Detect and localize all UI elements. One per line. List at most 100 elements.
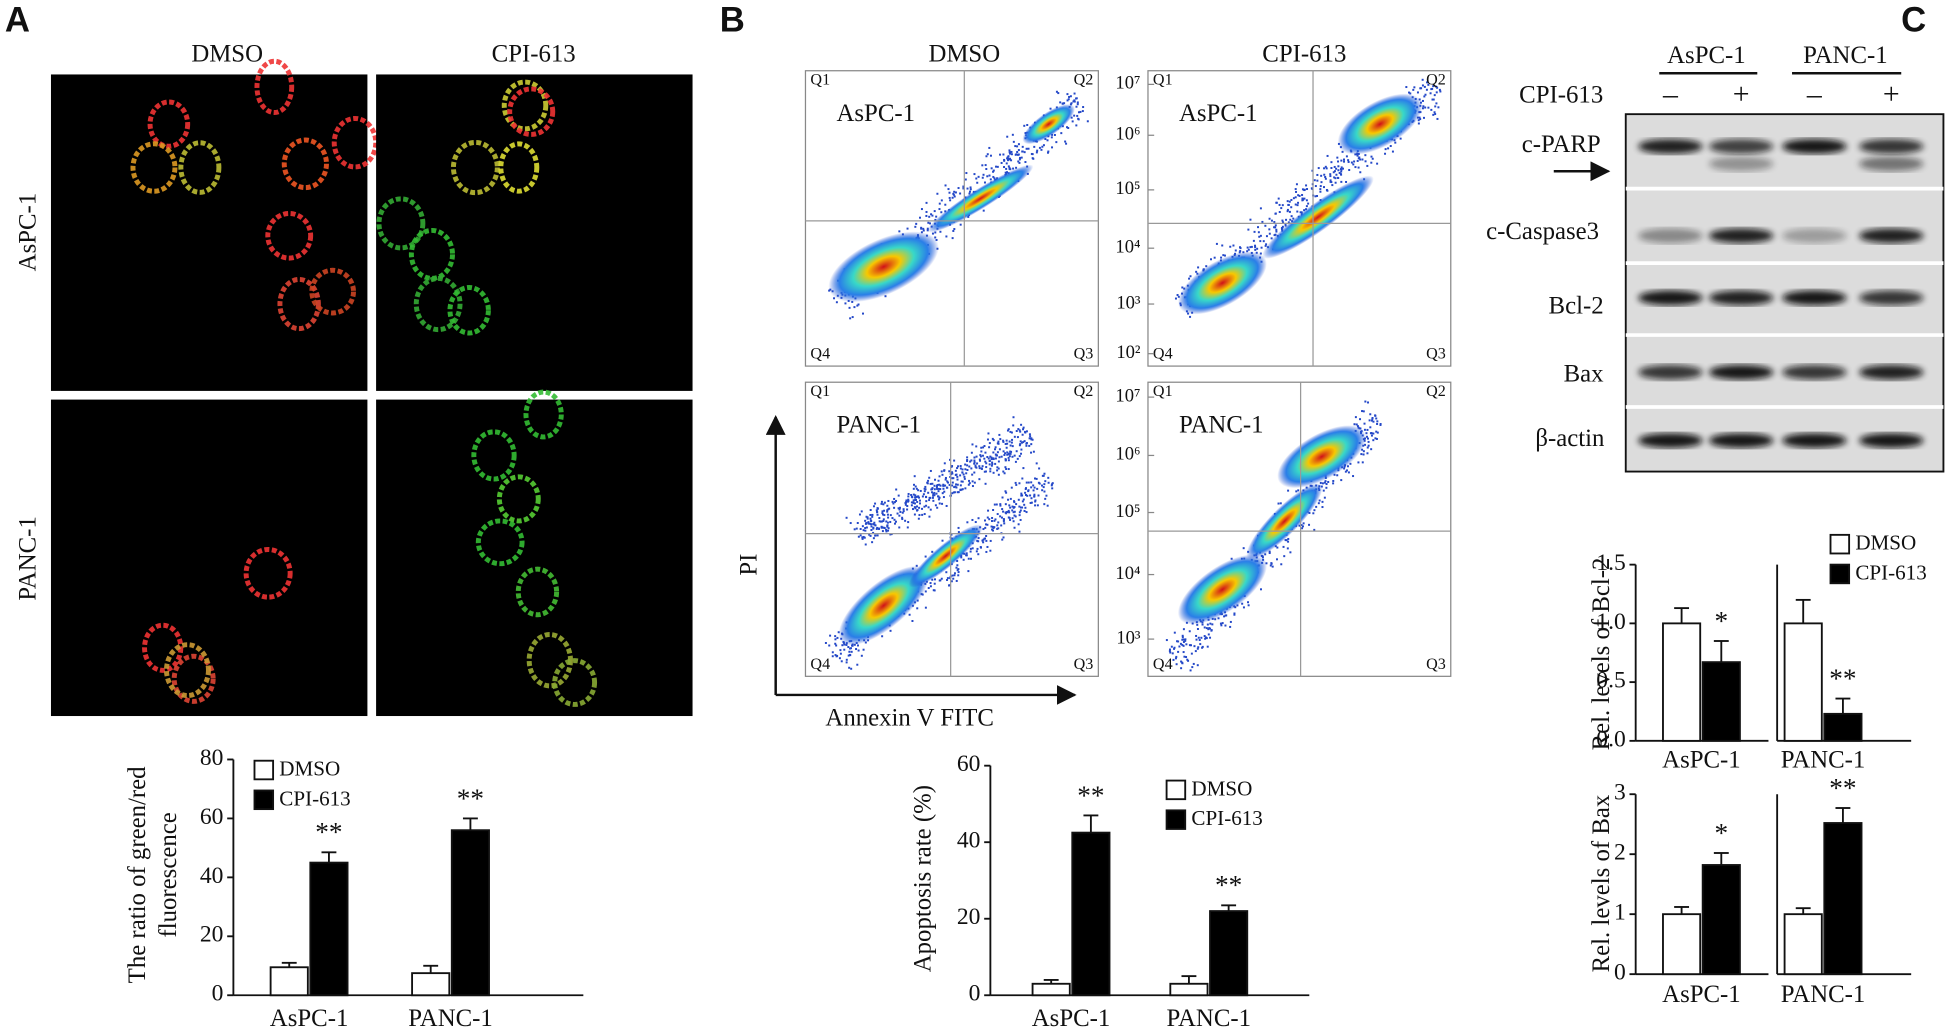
event-dot (1024, 493, 1027, 496)
event-dot (987, 432, 990, 435)
event-dot (1233, 612, 1236, 615)
event-dot (1021, 145, 1024, 148)
event-dot (1367, 401, 1370, 404)
event-dot (1439, 90, 1442, 93)
event-dot (1015, 483, 1018, 486)
event-dot (1319, 185, 1322, 188)
event-dot (1007, 509, 1010, 512)
event-dot (1369, 413, 1372, 416)
cell-line-label: PANC-1 (1179, 412, 1264, 439)
event-dot (1037, 494, 1040, 497)
event-dot (944, 484, 947, 487)
event-dot (1197, 266, 1200, 269)
event-dot (934, 478, 937, 481)
event-dot (996, 469, 999, 472)
event-dot (864, 527, 867, 530)
event-dot (878, 528, 881, 531)
event-dot (929, 482, 932, 485)
event-dot (1239, 250, 1242, 253)
event-dot (1321, 506, 1324, 509)
micrograph (50, 74, 368, 391)
event-dot (1002, 520, 1005, 523)
density-blob (1246, 483, 1323, 560)
event-dot (939, 488, 942, 491)
event-dot (1046, 151, 1049, 154)
event-dot (1030, 152, 1033, 155)
event-dot (1022, 498, 1025, 501)
x-tick-label: AsPC-1 (1662, 981, 1741, 1008)
event-dot (1359, 158, 1362, 161)
event-dot (1196, 647, 1199, 650)
event-dot (941, 539, 944, 542)
event-dot (1399, 137, 1402, 140)
density-blob (908, 524, 983, 588)
event-dot (1043, 483, 1046, 486)
bar (411, 972, 451, 997)
event-dot (1326, 154, 1329, 157)
band (1859, 433, 1924, 448)
event-dot (1005, 468, 1008, 471)
event-dot (1002, 440, 1005, 443)
event-dot (1347, 471, 1350, 474)
event-dot (1287, 540, 1290, 543)
event-dot (856, 521, 859, 524)
event-dot (891, 517, 894, 520)
event-dot (875, 528, 878, 530)
y-axis-label: fluorescence (155, 812, 182, 937)
event-dot (966, 464, 969, 467)
event-dot (992, 170, 995, 173)
event-dot (956, 475, 959, 478)
event-dot (829, 634, 832, 637)
event-dot (1435, 91, 1438, 94)
y-axis-label: The ratio of green/red (124, 766, 151, 983)
significance-mark: ** (1215, 870, 1242, 900)
event-dot (1274, 212, 1277, 215)
event-dot (943, 469, 946, 472)
event-dot (1008, 516, 1011, 519)
event-dot (1168, 650, 1171, 653)
event-dot (1015, 503, 1018, 506)
event-dot (971, 485, 974, 488)
event-dot (1260, 588, 1262, 591)
event-dot (980, 450, 983, 453)
event-dot (974, 464, 977, 467)
event-dot (834, 654, 837, 657)
event-dot (864, 519, 867, 522)
event-dot (1384, 148, 1387, 151)
event-dot (876, 507, 879, 510)
event-dot (1362, 450, 1365, 453)
event-dot (876, 510, 879, 513)
event-dot (1419, 118, 1422, 121)
event-dot (1436, 86, 1439, 89)
event-dot (898, 506, 901, 509)
event-dot (1010, 431, 1013, 434)
event-dot (1229, 245, 1232, 248)
event-dot (980, 467, 983, 470)
event-dot (1044, 480, 1047, 483)
event-dot (1011, 505, 1014, 508)
event-dot (1210, 629, 1213, 632)
event-dot (1045, 494, 1048, 497)
event-dot (1005, 162, 1008, 165)
event-dot (1038, 482, 1041, 485)
event-dot (950, 533, 953, 536)
event-dot (1249, 246, 1252, 249)
cell (178, 140, 222, 195)
event-dot (1325, 167, 1328, 170)
density-blob (1022, 104, 1075, 145)
band (1782, 228, 1847, 244)
event-dot (1173, 647, 1176, 650)
event-dot (928, 515, 931, 518)
event-dot (1260, 246, 1263, 249)
event-dot (1297, 201, 1300, 204)
event-dot (1273, 221, 1276, 224)
event-dot (940, 199, 943, 202)
event-dot (962, 187, 965, 190)
event-dot (926, 227, 929, 230)
micrograph (376, 399, 693, 717)
event-dot (1038, 467, 1041, 470)
event-dot (936, 484, 939, 486)
quadrant-label: Q3 (1426, 346, 1446, 363)
event-dot (996, 451, 999, 454)
event-dot (1012, 167, 1015, 170)
